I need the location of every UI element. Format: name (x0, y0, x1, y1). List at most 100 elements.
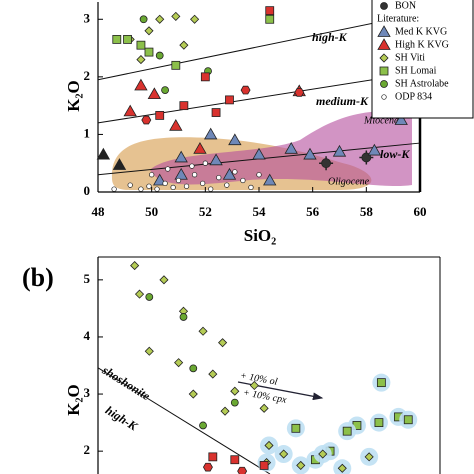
square-marker (136, 40, 146, 50)
circle-marker (145, 293, 154, 301)
square-marker (342, 426, 352, 436)
annotation: + 10% ol (239, 370, 278, 387)
open-marker (224, 182, 230, 188)
hexagon-marker (141, 115, 152, 125)
diamond-marker (279, 449, 289, 459)
bon-marker (321, 158, 331, 169)
hexagon-marker (202, 462, 213, 472)
diamond-marker (130, 261, 140, 271)
circle-marker (161, 86, 169, 94)
open-marker (127, 182, 133, 188)
annotation: low-K (380, 147, 410, 161)
annotation: Miocene (363, 115, 399, 126)
triangle-marker (263, 173, 277, 186)
triangle-marker (134, 78, 148, 91)
y-tick-label: 4 (84, 328, 91, 343)
legend-marker (380, 80, 388, 88)
open-marker (202, 160, 208, 166)
legend-label: SH Astrolabe (395, 78, 449, 89)
open-marker (191, 172, 198, 178)
legend-label: ODP 834 (395, 91, 432, 102)
diamond-marker (155, 14, 165, 24)
open-marker (165, 166, 171, 172)
circle-marker (230, 398, 239, 407)
miocene-field (150, 111, 412, 187)
triangle-marker (222, 167, 237, 180)
annotation: high-K (103, 403, 141, 434)
diamond-marker (144, 26, 154, 36)
x-tick-label: 54 (253, 204, 267, 219)
square-marker (291, 423, 301, 433)
hexagon-marker (237, 466, 248, 474)
open-marker (240, 177, 246, 184)
diamond-marker (159, 275, 169, 285)
triangle-marker (303, 147, 317, 160)
open-marker (189, 163, 195, 169)
diamond-marker (230, 386, 240, 396)
legend-marker (381, 94, 387, 100)
y-axis-label: K₂O (64, 80, 83, 112)
square-marker (208, 452, 218, 462)
x-tick-label: 48 (92, 204, 106, 219)
panel-b: (b) K₂O shoshonite high-K + 10% ol + 10%… (22, 256, 441, 474)
y-axis-label: K₂O (64, 384, 83, 416)
diamond-marker (337, 463, 347, 473)
legend-label: High K KVG (395, 39, 449, 50)
diamond-marker (171, 11, 181, 21)
triangle-marker (209, 153, 223, 166)
triangle-marker (174, 150, 188, 163)
square-marker (374, 418, 384, 428)
diamond-marker (318, 449, 328, 459)
diamond-marker (296, 460, 306, 470)
diamond-marker (179, 40, 189, 50)
diamond-marker (188, 389, 198, 399)
x-tick-label: 60 (414, 204, 427, 219)
triangle-marker (367, 143, 382, 156)
square-marker (155, 111, 165, 120)
triangle-marker (123, 104, 137, 117)
hexagon-marker (294, 88, 305, 97)
x-tick-label: 50 (145, 204, 158, 219)
legend-box (371, 0, 474, 119)
open-marker (199, 180, 206, 187)
open-marker (232, 169, 238, 175)
legend-marker (377, 25, 391, 37)
open-marker (138, 186, 144, 192)
diamond-marker (259, 403, 269, 413)
open-marker (170, 184, 176, 191)
legend-label: SH Viti (395, 52, 425, 63)
legend-marker (377, 38, 391, 50)
diamond-marker (364, 452, 374, 462)
triangle-marker (169, 118, 183, 131)
legend-label: Med K KVG (395, 26, 447, 37)
circle-marker (155, 51, 164, 60)
x-tick-label: 58 (360, 204, 374, 219)
square-marker (171, 60, 181, 70)
triangle-marker (284, 142, 298, 154)
legend-marker (379, 53, 389, 63)
y-tick-label: 1 (84, 125, 91, 140)
x-axis-label: SiO₂ (244, 226, 277, 245)
square-marker (123, 35, 132, 44)
legend-marker (379, 66, 389, 76)
diamond-marker (218, 338, 228, 348)
open-marker (162, 180, 168, 187)
circle-marker (139, 15, 148, 24)
y-tick-label: 3 (84, 10, 91, 25)
square-marker (200, 72, 210, 82)
boundary-line (97, 13, 421, 81)
diamond-marker (208, 369, 218, 379)
diamond-marker (134, 289, 145, 299)
open-marker (208, 186, 214, 192)
boundary-line (97, 71, 421, 124)
square-marker (376, 378, 386, 388)
legend-title: Literature: (377, 13, 419, 24)
circle-marker (189, 364, 198, 373)
y-tick-label: 2 (84, 68, 91, 83)
square-marker (112, 35, 122, 44)
y-tick-label: 5 (84, 271, 91, 286)
open-marker (216, 174, 222, 181)
square-marker (265, 14, 275, 24)
circle-marker (179, 313, 188, 321)
legend-marker (380, 2, 388, 10)
